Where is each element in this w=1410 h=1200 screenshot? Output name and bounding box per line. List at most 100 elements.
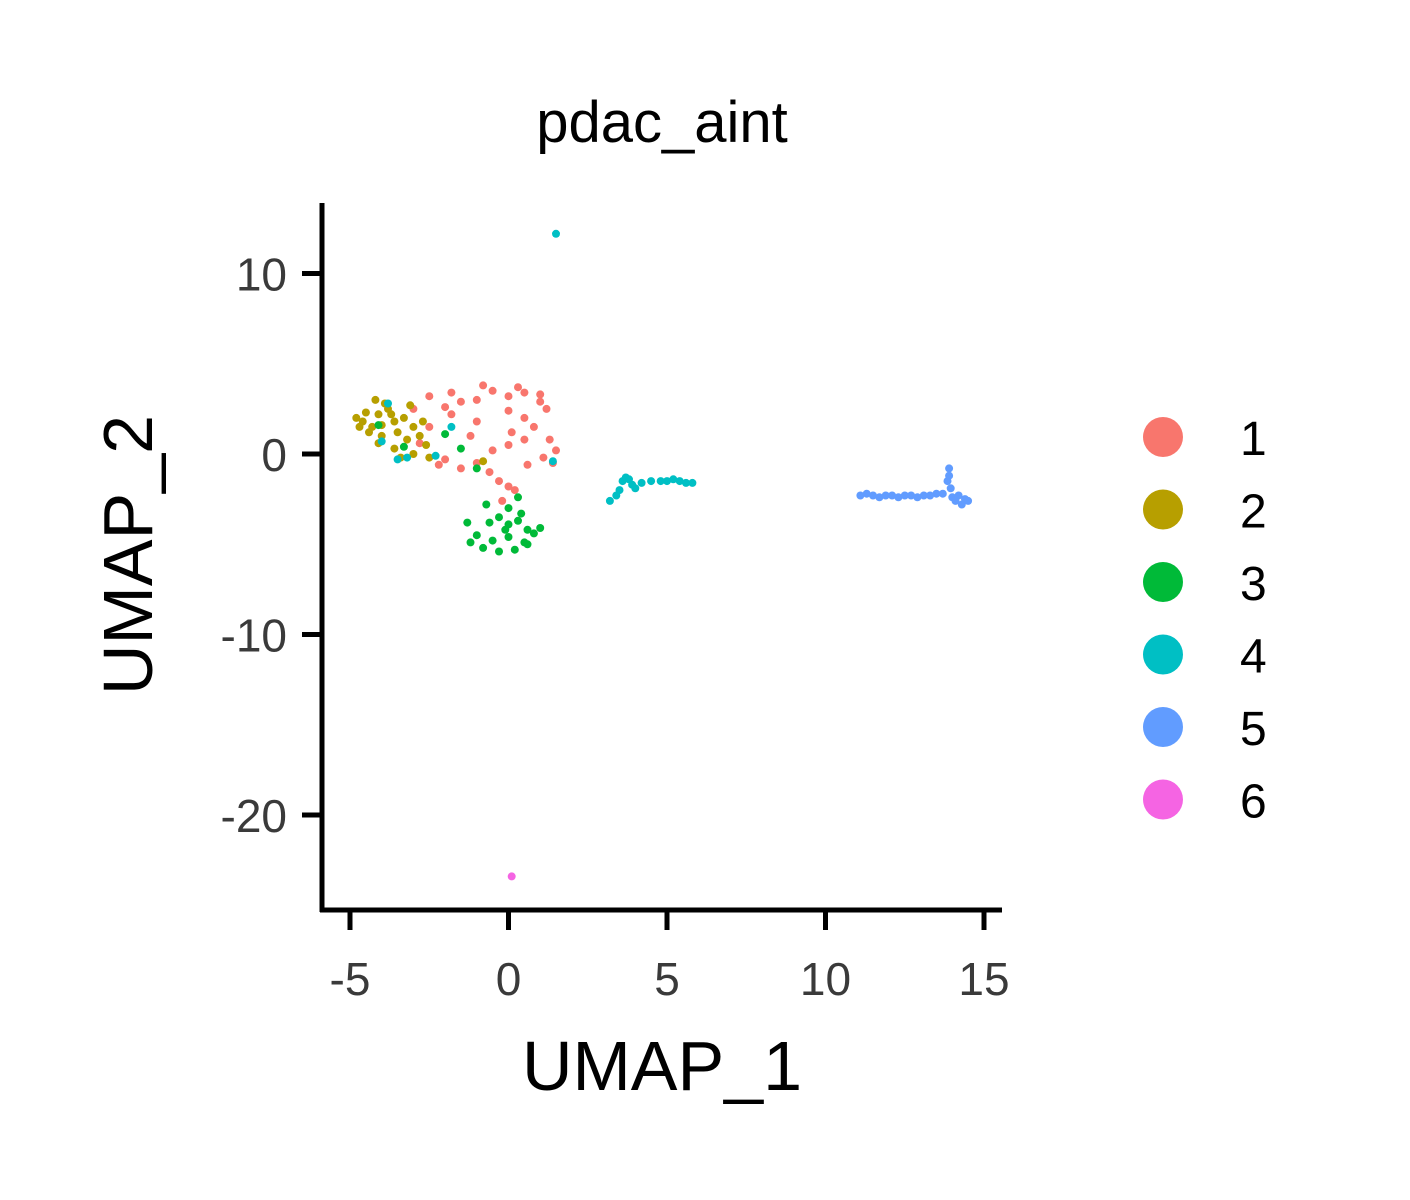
data-point xyxy=(507,872,516,881)
data-point xyxy=(913,493,922,502)
data-point xyxy=(418,417,427,426)
data-point xyxy=(415,439,424,448)
data-point xyxy=(479,543,488,552)
data-point xyxy=(938,489,947,498)
data-point xyxy=(403,453,412,462)
data-point xyxy=(399,413,408,422)
data-point xyxy=(520,435,529,444)
data-point xyxy=(514,383,522,392)
data-point xyxy=(536,390,545,399)
legend-label: 3 xyxy=(1240,558,1267,611)
data-point xyxy=(472,395,481,404)
data-point xyxy=(529,529,538,538)
y-tick-label: -20 xyxy=(221,790,287,842)
data-point xyxy=(488,536,497,545)
data-point xyxy=(514,493,522,502)
data-point xyxy=(355,422,364,431)
data-point xyxy=(485,468,494,477)
data-point xyxy=(523,540,532,549)
data-point xyxy=(384,399,392,408)
cluster-1-points xyxy=(409,381,560,505)
data-point xyxy=(945,471,954,480)
x-tick-label: -5 xyxy=(330,953,371,1005)
legend-swatch xyxy=(1143,779,1183,820)
cluster-4-points xyxy=(377,229,697,505)
legend-label: 2 xyxy=(1240,486,1267,539)
data-point xyxy=(510,545,519,554)
data-point xyxy=(663,477,671,486)
data-point xyxy=(501,525,510,534)
y-ticks: 10 0 -10 -20 xyxy=(221,249,320,842)
data-point xyxy=(520,413,529,422)
data-point xyxy=(656,477,665,486)
data-point xyxy=(406,401,415,410)
data-point xyxy=(957,500,966,509)
data-point xyxy=(447,388,456,397)
legend-label: 1 xyxy=(1240,413,1267,466)
data-point xyxy=(485,518,494,527)
cluster-6-points xyxy=(507,872,516,881)
data-point xyxy=(552,229,560,238)
data-point xyxy=(520,388,529,397)
data-point xyxy=(919,491,928,500)
data-point xyxy=(682,478,690,487)
y-tick-label: 0 xyxy=(261,429,287,481)
data-point xyxy=(374,421,383,430)
legend-swatch xyxy=(1143,489,1183,530)
data-point xyxy=(463,518,472,527)
data-point xyxy=(393,428,402,437)
data-point xyxy=(403,435,412,444)
data-point xyxy=(945,464,954,473)
data-point xyxy=(495,477,503,486)
data-point xyxy=(888,491,897,500)
data-point xyxy=(504,504,513,513)
data-point xyxy=(628,480,637,489)
legend-swatch xyxy=(1143,634,1183,675)
data-point xyxy=(472,464,481,473)
data-point xyxy=(647,477,656,486)
data-point xyxy=(536,524,545,532)
data-point xyxy=(447,422,456,431)
chart-title: pdac_aint xyxy=(536,90,788,155)
data-point xyxy=(352,413,361,422)
data-point xyxy=(669,475,678,484)
legend-label: 4 xyxy=(1240,631,1267,684)
data-point xyxy=(390,444,399,453)
y-tick-label: 10 xyxy=(236,249,287,301)
data-point xyxy=(675,477,684,486)
data-point xyxy=(529,422,538,431)
data-point xyxy=(881,491,890,500)
x-tick-label: 5 xyxy=(654,953,680,1005)
data-point xyxy=(409,450,418,458)
data-point xyxy=(441,403,450,412)
legend-label: 5 xyxy=(1240,703,1267,756)
data-point xyxy=(504,406,513,415)
data-point xyxy=(456,444,465,453)
data-point xyxy=(517,509,526,518)
data-point xyxy=(498,496,507,505)
data-point xyxy=(523,525,532,534)
data-point xyxy=(907,491,916,500)
data-point xyxy=(856,491,865,500)
data-point xyxy=(932,489,941,498)
data-point xyxy=(422,441,431,449)
data-point xyxy=(964,496,973,505)
data-point xyxy=(951,496,960,505)
data-point xyxy=(539,453,548,462)
data-point xyxy=(456,464,465,473)
legend-swatch xyxy=(1143,707,1183,747)
x-tick-label: 15 xyxy=(958,953,1009,1005)
data-point xyxy=(504,392,513,401)
data-point xyxy=(365,428,373,437)
data-point xyxy=(482,500,491,509)
data-point xyxy=(510,486,519,495)
data-point xyxy=(926,491,935,500)
data-point xyxy=(504,441,513,449)
data-point xyxy=(466,538,475,547)
data-point xyxy=(361,408,370,417)
data-point xyxy=(495,513,503,522)
data-point xyxy=(377,431,386,440)
cluster-2-points xyxy=(352,395,488,466)
points-layer xyxy=(352,229,973,881)
